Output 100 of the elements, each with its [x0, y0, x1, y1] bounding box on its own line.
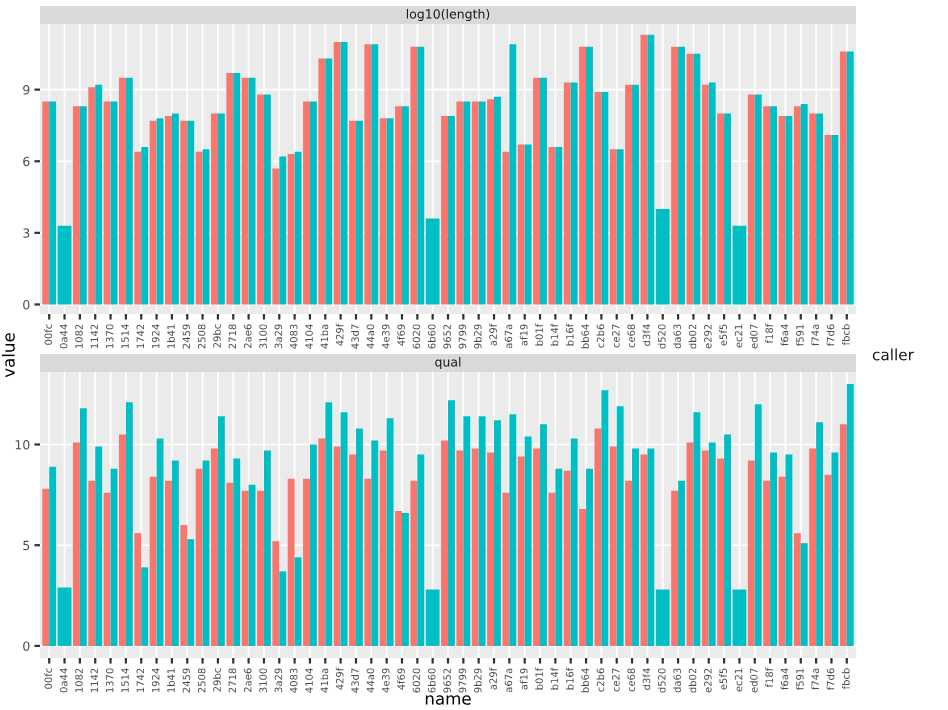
bar — [263, 94, 271, 305]
bar — [79, 408, 87, 646]
bar — [463, 416, 471, 646]
bar — [448, 400, 455, 646]
bar — [134, 151, 142, 305]
bar — [809, 448, 817, 646]
bar — [609, 446, 617, 646]
bar — [171, 113, 179, 305]
bar — [502, 151, 510, 305]
bar — [401, 512, 409, 646]
bar — [379, 450, 387, 646]
bar — [263, 450, 271, 646]
bar — [555, 468, 563, 646]
bar — [379, 118, 387, 305]
bar — [180, 120, 188, 305]
bar — [800, 103, 808, 305]
bar — [594, 92, 602, 305]
bar — [349, 120, 356, 305]
bar — [754, 94, 762, 305]
bar — [601, 390, 609, 646]
bar — [279, 571, 287, 646]
bar — [233, 72, 241, 305]
bar — [524, 144, 532, 305]
bar — [747, 94, 755, 305]
bar — [125, 77, 133, 305]
bar — [471, 448, 479, 646]
bar — [395, 106, 402, 305]
bar — [846, 51, 854, 305]
bar — [309, 444, 317, 646]
bar — [701, 450, 709, 646]
bar — [632, 84, 639, 305]
bar — [441, 440, 448, 646]
bar — [494, 96, 501, 305]
bar — [386, 418, 394, 646]
bar — [448, 115, 455, 305]
bar — [640, 34, 648, 305]
bar — [793, 533, 801, 646]
bar — [233, 458, 241, 646]
bar — [149, 120, 157, 305]
bar — [693, 412, 701, 646]
bar — [502, 492, 510, 646]
bar — [487, 99, 495, 305]
bar — [386, 118, 394, 305]
bar — [217, 113, 225, 305]
bar — [95, 84, 103, 305]
bar — [463, 101, 471, 305]
bar — [594, 428, 602, 646]
bar — [287, 478, 295, 646]
bar — [616, 149, 624, 305]
bar — [88, 480, 96, 646]
bar — [217, 416, 225, 646]
bar — [318, 58, 326, 305]
bar — [717, 458, 725, 646]
bar — [586, 46, 593, 305]
bar — [118, 77, 126, 305]
bar — [678, 480, 685, 646]
bar — [226, 482, 234, 646]
bar — [548, 146, 556, 305]
bar — [785, 115, 793, 305]
bar — [570, 438, 578, 646]
bar — [195, 468, 203, 646]
bar — [640, 454, 648, 646]
bar — [241, 490, 249, 646]
bar — [579, 508, 587, 646]
bar — [770, 452, 778, 646]
bar — [371, 440, 379, 646]
bar — [294, 557, 302, 646]
bar — [272, 541, 280, 646]
bar — [708, 82, 716, 305]
bar — [785, 454, 793, 646]
bar — [211, 113, 218, 305]
bar — [257, 490, 264, 646]
bar — [42, 101, 50, 305]
bar — [248, 484, 256, 646]
bar — [586, 468, 593, 646]
bar — [839, 424, 847, 646]
bar — [601, 92, 609, 305]
bar — [294, 151, 302, 305]
bar — [839, 51, 847, 305]
bar — [287, 154, 295, 305]
bar — [770, 106, 778, 305]
bar — [563, 470, 571, 646]
bar — [809, 113, 817, 305]
bar — [349, 454, 356, 646]
bar — [471, 101, 479, 305]
bar — [333, 41, 341, 305]
bar — [494, 420, 501, 646]
bar — [325, 402, 333, 646]
bar — [609, 149, 617, 305]
bar — [79, 106, 87, 305]
bar — [303, 101, 310, 305]
bar — [171, 460, 179, 646]
bar — [340, 412, 348, 646]
bar — [103, 492, 111, 646]
bar — [149, 476, 157, 646]
bar — [517, 456, 525, 646]
bar — [800, 543, 808, 646]
bar — [303, 478, 310, 646]
bar — [717, 113, 725, 305]
bar — [754, 404, 762, 646]
